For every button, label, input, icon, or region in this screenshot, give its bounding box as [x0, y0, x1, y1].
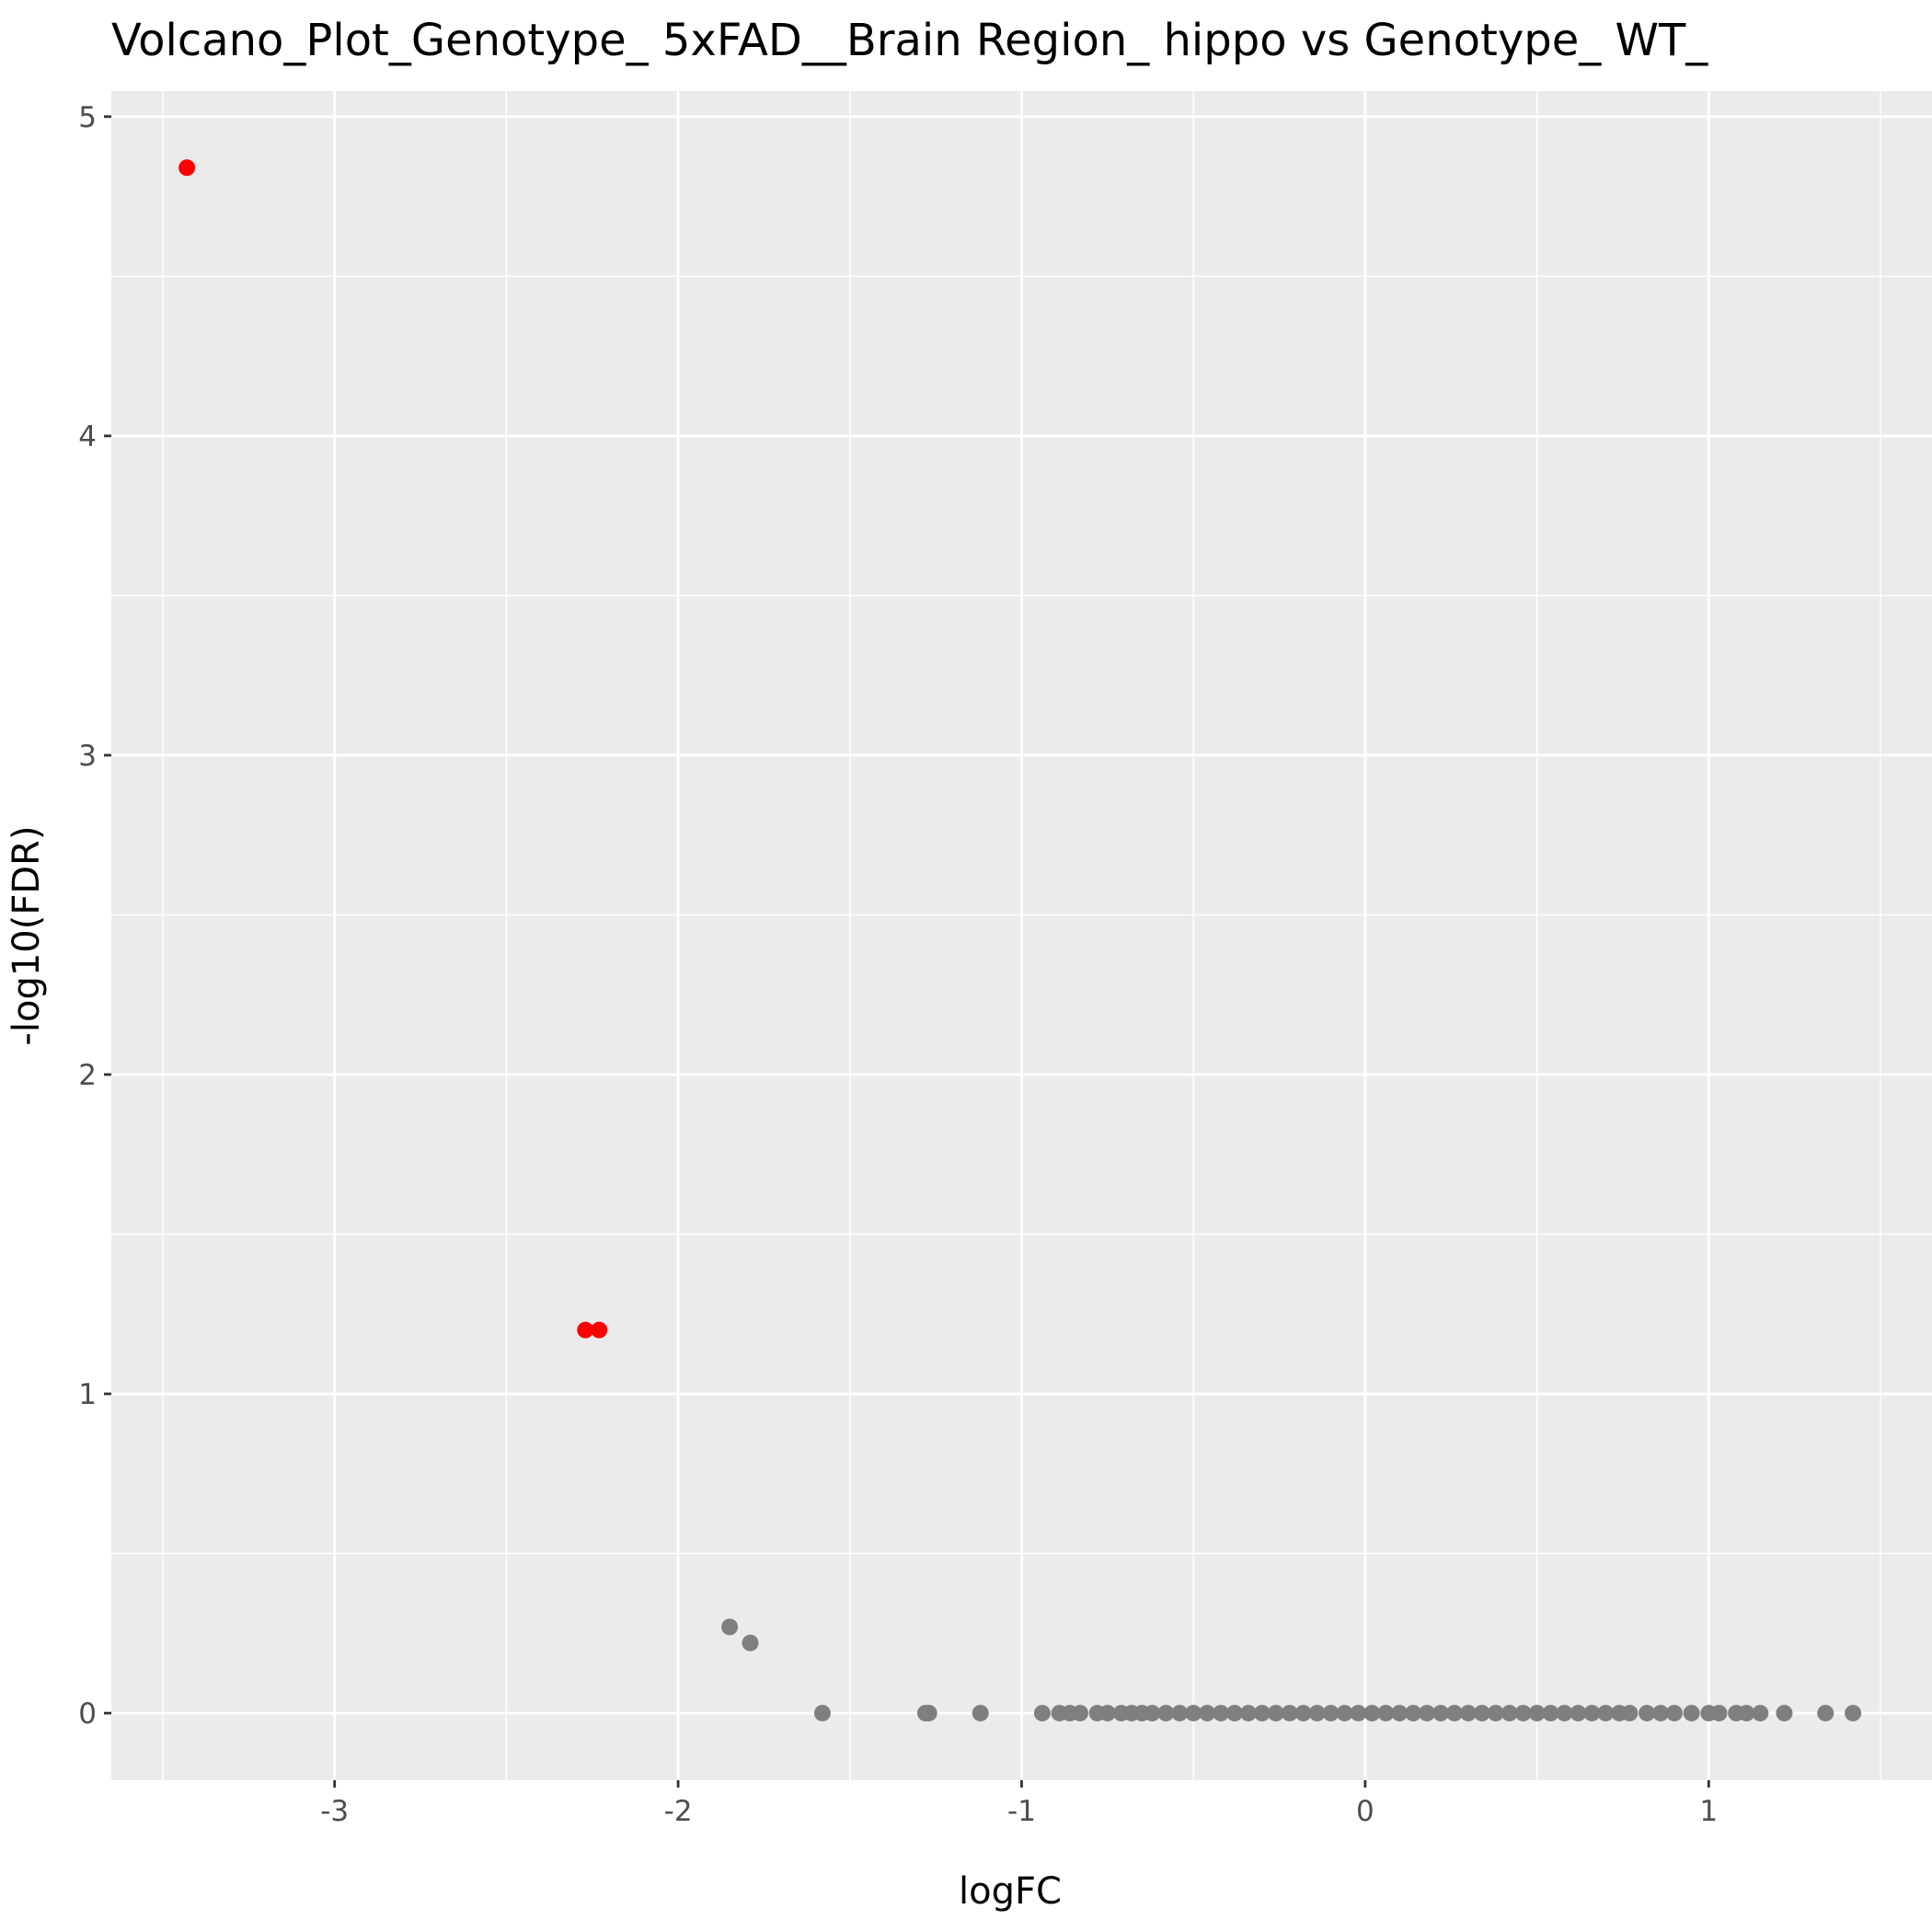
- data-point: [1556, 1705, 1573, 1722]
- data-point: [1445, 1705, 1463, 1722]
- data-point: [742, 1634, 759, 1651]
- x-axis-title: logFC: [959, 1870, 1062, 1913]
- data-point: [1528, 1705, 1546, 1722]
- data-point: [1294, 1705, 1312, 1722]
- data-point: [1473, 1705, 1490, 1722]
- data-point: [920, 1705, 937, 1722]
- data-point: [721, 1618, 739, 1636]
- y-tick-label: 1: [78, 1378, 97, 1411]
- data-point: [1144, 1705, 1161, 1722]
- data-point: [1710, 1705, 1728, 1722]
- data-point: [1597, 1705, 1615, 1722]
- chart-title: Volcano_Plot_Genotype_ 5xFAD__Brain Regi…: [111, 15, 1708, 66]
- data-point: [813, 1705, 831, 1722]
- data-point: [1185, 1705, 1202, 1722]
- x-tick-label: 0: [1356, 1795, 1374, 1828]
- data-point: [1487, 1705, 1504, 1722]
- data-point: [1336, 1705, 1353, 1722]
- y-tick-label: 5: [78, 101, 97, 134]
- data-points: [178, 159, 1862, 1722]
- data-point: [1639, 1705, 1656, 1722]
- data-point: [1071, 1705, 1088, 1722]
- data-point: [1514, 1705, 1532, 1722]
- data-point: [1501, 1705, 1518, 1722]
- data-point: [1621, 1705, 1639, 1722]
- y-tick-label: 3: [78, 740, 97, 773]
- data-point: [1570, 1705, 1587, 1722]
- data-point: [591, 1321, 608, 1339]
- x-tick-label: -3: [320, 1795, 349, 1828]
- data-point: [1239, 1705, 1257, 1722]
- data-point: [577, 1321, 594, 1339]
- data-point: [1752, 1705, 1769, 1722]
- data-point: [1350, 1705, 1367, 1722]
- y-axis-ticks: 0 1 2 3 4 5: [78, 101, 111, 1731]
- data-point: [1583, 1705, 1601, 1722]
- data-point: [1213, 1705, 1230, 1722]
- data-point: [1157, 1705, 1175, 1722]
- data-point: [1652, 1705, 1670, 1722]
- data-point: [1459, 1705, 1477, 1722]
- data-point: [1226, 1705, 1244, 1722]
- data-point: [1281, 1705, 1298, 1722]
- data-point: [1391, 1705, 1409, 1722]
- data-point: [972, 1705, 989, 1722]
- data-point: [1405, 1705, 1422, 1722]
- data-point: [1665, 1705, 1683, 1722]
- data-point: [1308, 1705, 1326, 1722]
- data-point: [1377, 1705, 1395, 1722]
- data-point: [1363, 1705, 1381, 1722]
- data-point: [178, 159, 196, 177]
- data-point: [1542, 1705, 1559, 1722]
- data-point: [1817, 1705, 1834, 1722]
- data-point: [1738, 1705, 1755, 1722]
- y-tick-label: 4: [78, 420, 97, 454]
- data-point: [1199, 1705, 1216, 1722]
- x-axis-ticks: -3 -2 -1 0 1: [320, 1780, 1718, 1828]
- x-tick-label: -1: [1007, 1795, 1036, 1828]
- data-point: [1419, 1705, 1436, 1722]
- data-point: [1322, 1705, 1340, 1722]
- x-tick-label: 1: [1699, 1795, 1718, 1828]
- data-point: [1845, 1705, 1862, 1722]
- data-point: [1253, 1705, 1271, 1722]
- x-tick-label: -2: [664, 1795, 693, 1828]
- data-point: [1098, 1705, 1116, 1722]
- y-tick-label: 2: [78, 1059, 97, 1092]
- y-tick-label: 0: [78, 1697, 97, 1731]
- data-point: [1033, 1705, 1051, 1722]
- data-point: [1432, 1705, 1450, 1722]
- y-axis-title: -log10(FDR): [6, 825, 48, 1045]
- data-point: [1683, 1705, 1700, 1722]
- data-point: [1776, 1705, 1793, 1722]
- data-point: [1267, 1705, 1284, 1722]
- data-point: [1171, 1705, 1189, 1722]
